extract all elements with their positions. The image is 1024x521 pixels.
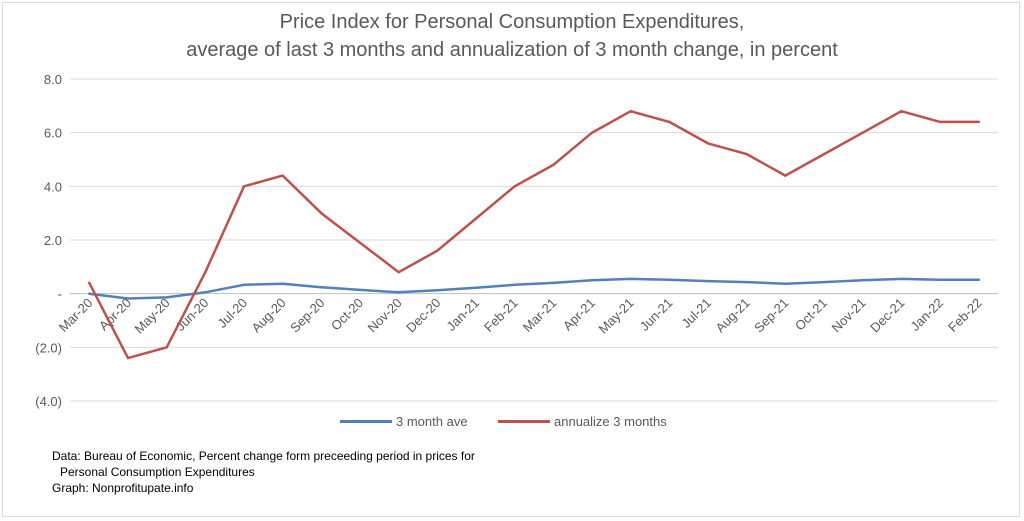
x-tick-label: Feb-22	[945, 295, 985, 335]
data-point	[590, 279, 594, 282]
data-point	[88, 281, 91, 285]
x-tick-label: Aug-21	[713, 295, 753, 335]
data-point	[242, 185, 246, 188]
data-point	[822, 280, 826, 284]
data-point	[397, 271, 400, 274]
data-point	[706, 142, 710, 145]
x-tick-label: Jul-20	[214, 295, 250, 331]
data-point	[745, 280, 748, 284]
data-point	[629, 110, 632, 113]
data-point	[861, 131, 864, 134]
data-point	[977, 278, 980, 281]
data-point	[397, 291, 400, 294]
data-point	[281, 282, 284, 285]
data-point	[204, 271, 207, 274]
data-point	[745, 152, 748, 156]
data-point	[358, 241, 362, 244]
x-tick-label: Oct-20	[328, 295, 366, 333]
legend-item-annualize-3-months: annualize 3 months	[498, 414, 667, 429]
data-point	[900, 110, 903, 113]
source-note: Data: Bureau of Economic, Percent change…	[52, 448, 475, 496]
x-tick-label: Sep-21	[751, 295, 791, 335]
data-point	[977, 120, 980, 124]
data-point	[513, 283, 516, 287]
data-point	[668, 120, 671, 124]
data-point	[165, 296, 168, 299]
data-point	[126, 297, 130, 300]
x-tick-label: Apr-20	[96, 295, 134, 333]
x-tick-label: Feb-21	[481, 295, 521, 335]
x-tick-label: Aug-20	[249, 295, 289, 335]
x-tick-label: Jun-21	[637, 295, 676, 334]
data-point	[436, 288, 439, 292]
y-tick-label: 4.0	[44, 179, 62, 194]
data-point	[474, 286, 478, 289]
chart-title: Price Index for Personal Consumption Exp…	[0, 8, 1024, 64]
series-line-annualize-3-months	[88, 109, 980, 360]
chart-title-line2: average of last 3 months and annualizati…	[186, 39, 838, 61]
data-point	[784, 282, 787, 285]
data-point	[668, 278, 671, 281]
y-tick-label: (2.0)	[35, 340, 62, 355]
data-point	[706, 279, 710, 283]
data-point	[552, 163, 555, 167]
legend: 3 month ave annualize 3 months	[0, 414, 1024, 434]
y-tick-label: (4.0)	[35, 394, 62, 409]
x-tick-label: Dec-20	[403, 295, 443, 335]
legend-label-3-month-ave: 3 month ave	[396, 414, 468, 429]
data-point	[513, 185, 516, 188]
data-point	[629, 277, 632, 281]
legend-swatch-3-month-ave	[340, 420, 392, 423]
source-note-line2: Personal Consumption Expenditures	[60, 465, 255, 479]
data-point	[938, 120, 942, 124]
x-tick-label: Apr-21	[560, 295, 598, 333]
data-point	[590, 131, 594, 134]
legend-item-3-month-ave: 3 month ave	[340, 414, 468, 429]
data-point	[204, 291, 207, 294]
data-point	[88, 292, 91, 295]
data-point	[822, 152, 826, 156]
series-line-3-month-ave	[88, 277, 980, 300]
data-point	[900, 277, 903, 281]
data-point	[938, 278, 942, 281]
x-tick-label: Jun-20	[173, 295, 212, 334]
x-tick-label: Jan-21	[443, 295, 482, 334]
data-point	[165, 346, 168, 349]
data-point	[281, 174, 284, 177]
data-point	[436, 249, 439, 252]
legend-label-annualize-3-months: annualize 3 months	[554, 414, 667, 429]
y-tick-label: 6.0	[44, 126, 62, 141]
data-point	[358, 288, 362, 292]
x-tick-label: Oct-21	[792, 295, 830, 333]
chart-title-line1: Price Index for Personal Consumption Exp…	[279, 11, 745, 33]
x-tick-label: Mar-21	[520, 295, 560, 335]
data-point	[784, 174, 787, 177]
data-point	[320, 211, 323, 215]
data-point	[320, 286, 323, 289]
data-point	[474, 217, 478, 220]
data-point	[861, 279, 864, 282]
source-note-line1: Data: Bureau of Economic, Percent change…	[52, 449, 475, 463]
x-tick-label: Sep-20	[287, 295, 327, 335]
y-tick-label: 2.0	[44, 233, 62, 248]
x-tick-label: May-20	[132, 295, 173, 336]
x-tick-label: May-21	[596, 295, 637, 336]
data-point	[126, 356, 130, 360]
y-tick-label: -	[58, 287, 62, 302]
data-point	[552, 281, 555, 285]
y-tick-label: 8.0	[44, 72, 62, 87]
x-tick-label: Dec-21	[867, 295, 907, 335]
data-point	[242, 283, 246, 287]
x-tick-label: Jan-22	[907, 295, 946, 334]
x-tick-label: Nov-20	[365, 295, 405, 335]
source-note-line3: Graph: Nonprofitupate.info	[52, 481, 194, 495]
x-tick-label: Jul-21	[678, 295, 714, 331]
x-tick-label: Nov-21	[829, 295, 869, 335]
legend-swatch-annualize-3-months	[498, 420, 550, 423]
